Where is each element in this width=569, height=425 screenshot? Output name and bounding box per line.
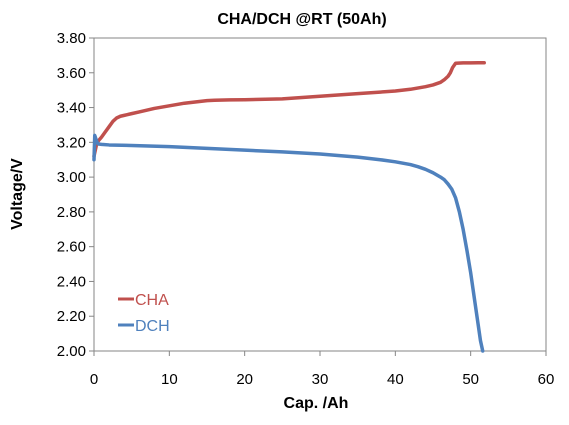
y-tick-label: 2.60 (57, 239, 86, 256)
x-tick-label: 50 (462, 371, 479, 388)
x-tick-label: 0 (90, 371, 98, 388)
legend-label-dch: DCH (135, 318, 170, 335)
y-tick-label: 2.40 (57, 273, 86, 290)
series-layer (92, 60, 486, 353)
x-axis: 0 10 20 30 40 50 60 (90, 351, 555, 388)
x-tick-label: 40 (387, 371, 404, 388)
y-axis: 2.00 2.20 2.40 2.60 2.80 3.00 3.20 3.40 3.60 3.80 (57, 30, 94, 360)
legend-label-cha: CHA (135, 292, 169, 309)
y-tick-label: 3.80 (57, 30, 86, 47)
x-tick-label: 30 (312, 371, 329, 388)
y-axis-title: Voltage/V (9, 158, 26, 230)
x-tick-label: 20 (236, 371, 253, 388)
y-tick-label: 3.60 (57, 65, 86, 82)
x-tick-label: 10 (161, 371, 178, 388)
y-tick-label: 2.80 (57, 204, 86, 221)
series-line-cha (92, 60, 486, 158)
y-tick-label: 3.00 (57, 169, 86, 186)
y-tick-label: 2.20 (57, 308, 86, 325)
y-tick-label: 3.40 (57, 100, 86, 117)
chart-title: CHA/DCH @RT (50Ah) (217, 11, 386, 28)
y-tick-label: 3.20 (57, 134, 86, 151)
x-tick-label: 60 (538, 371, 555, 388)
y-tick-label: 2.00 (57, 343, 86, 360)
legend: CHA DCH (118, 292, 170, 335)
series-line-dch (92, 133, 485, 353)
x-axis-title: Cap. /Ah (284, 395, 349, 412)
